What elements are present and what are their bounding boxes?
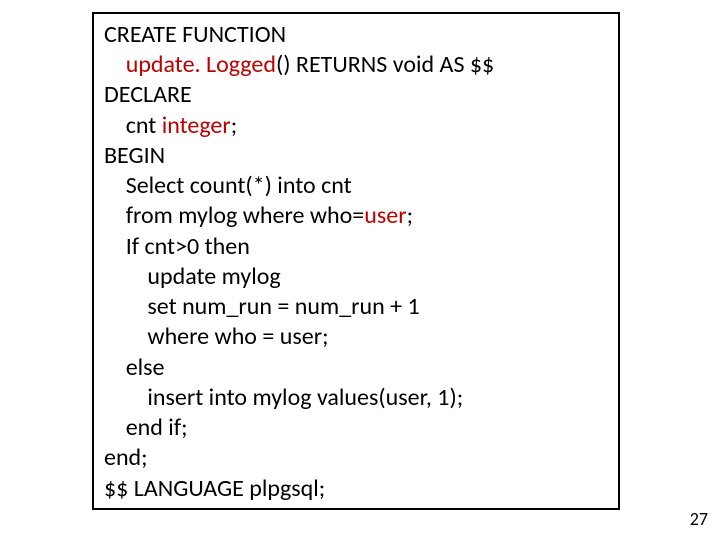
code-text: BEGIN	[104, 141, 165, 170]
code-text-highlight: integer	[162, 111, 231, 140]
code-line: update. Logged() RETURNS void AS $$	[104, 50, 608, 80]
code-text: CREATE FUNCTION	[104, 20, 286, 49]
code-text: If cnt>0 then	[104, 232, 250, 261]
code-line: else	[104, 353, 608, 383]
code-line: cnt integer;	[104, 111, 608, 141]
code-line: DECLARE	[104, 80, 608, 110]
code-text: update mylog	[104, 262, 281, 291]
code-line: set num_run = num_run + 1	[104, 292, 608, 322]
code-text: ;	[407, 201, 413, 230]
code-line: Select count(*) into cnt	[104, 171, 608, 201]
code-text: end;	[104, 443, 148, 472]
code-text: DECLARE	[104, 80, 192, 109]
code-text: end if;	[104, 413, 188, 442]
code-line: $$ LANGUAGE plpgsql;	[104, 474, 608, 504]
code-text: $$ LANGUAGE plpgsql;	[104, 474, 325, 503]
slide: CREATE FUNCTION update. Logged() RETURNS…	[0, 0, 720, 540]
code-line: If cnt>0 then	[104, 232, 608, 262]
code-line: update mylog	[104, 262, 608, 292]
code-text: where who = user;	[104, 322, 328, 351]
code-line: end;	[104, 443, 608, 473]
code-line: where who = user;	[104, 322, 608, 352]
code-line: insert into mylog values(user, 1);	[104, 383, 608, 413]
code-text: ;	[231, 111, 237, 140]
code-text-highlight: user	[364, 201, 406, 230]
page-number: 27	[690, 508, 708, 530]
code-line: BEGIN	[104, 141, 608, 171]
code-text-highlight: update. Logged	[104, 50, 276, 79]
code-text: else	[104, 353, 164, 382]
code-text: set num_run = num_run + 1	[104, 292, 420, 321]
code-text: cnt	[104, 111, 162, 140]
code-line: CREATE FUNCTION	[104, 20, 608, 50]
code-line: from mylog where who=user;	[104, 201, 608, 231]
code-text: Select count(*) into cnt	[104, 171, 352, 200]
code-text: insert into mylog values(user, 1);	[104, 383, 463, 412]
code-box: CREATE FUNCTION update. Logged() RETURNS…	[92, 12, 620, 510]
code-line: end if;	[104, 413, 608, 443]
code-text: from mylog where who=	[104, 201, 364, 230]
code-text: () RETURNS void AS $$	[276, 50, 494, 79]
